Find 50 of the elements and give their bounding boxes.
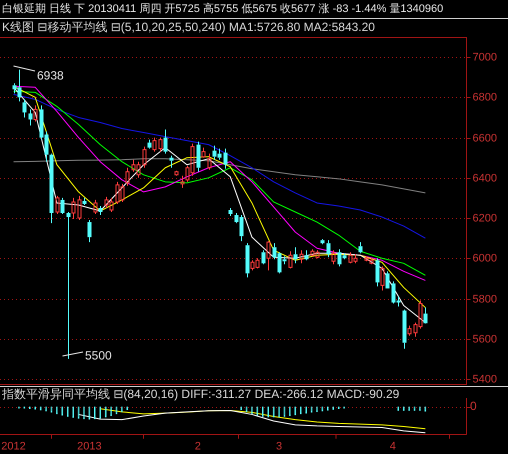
x-tick-label: 3: [276, 440, 282, 452]
candlestick: [376, 258, 380, 287]
candlestick: [358, 242, 362, 254]
candlestick: [228, 207, 232, 217]
y-tick-label: 5800: [472, 294, 497, 306]
candlestick: [60, 197, 64, 215]
y-tick-label: 6000: [472, 252, 497, 265]
candlestick: [148, 139, 152, 150]
candlestick: [82, 197, 86, 206]
y-tick-label: 5600: [472, 334, 497, 346]
candlestick: [246, 242, 250, 278]
candlestick: [180, 175, 184, 188]
chart-subtitle: K线图 ⊟移动平均线 ⊟(5,10,20,25,50,240) MA1:5726.80 MA2:5843.20: [1, 19, 376, 36]
candlestick: [288, 250, 292, 269]
chart-title: 白银延期 日线 下 20130411 周四 开5725 高5755 低5675 收5677 涨 -83 -1.44% 量1340960: [0, 0, 508, 19]
candlestick: [66, 212, 70, 360]
candlestick: [170, 155, 174, 168]
y-tick-label: 6200: [472, 212, 497, 225]
y-tick-label: 6800: [472, 92, 497, 104]
candlestick: [304, 250, 308, 261]
annotation: 5500: [85, 348, 112, 362]
candlestick: [326, 240, 330, 258]
candlestick: [88, 220, 92, 243]
candlestick: [294, 246, 298, 264]
candlestick: [262, 250, 266, 265]
y-tick-label: 5400: [472, 374, 497, 386]
candlestick: [196, 141, 200, 172]
x-tick-label: 4: [390, 440, 396, 452]
candlestick: [28, 108, 32, 126]
x-tick-label: 2: [194, 440, 201, 452]
x-tick-label: 2012: [1, 440, 26, 452]
y-tick-label: 7000: [472, 52, 497, 64]
y-tick-label: 6400: [472, 172, 497, 185]
candlestick: [98, 205, 102, 216]
chart-title: 指数平滑异同平均线 ⊟(84,20,16) DIFF:-311.27 DEA:-266.12 MACD:-90.29: [2, 387, 400, 401]
text: 0: [470, 398, 477, 413]
candlestick: [424, 307, 428, 324]
annotation: 6938: [37, 68, 64, 82]
x-tick-label: 2013: [77, 440, 102, 452]
candlestick: [386, 270, 390, 288]
candlestick: [224, 148, 228, 170]
candlestick: [50, 153, 54, 224]
candlestick: [142, 146, 146, 168]
candlestick: [164, 129, 168, 154]
candlestick: [22, 98, 26, 118]
y-tick-label: 6600: [472, 132, 497, 145]
candlestick: [266, 240, 270, 271]
candlestick: [72, 197, 76, 220]
candlestick: [402, 309, 406, 350]
candlestick: [320, 238, 324, 245]
